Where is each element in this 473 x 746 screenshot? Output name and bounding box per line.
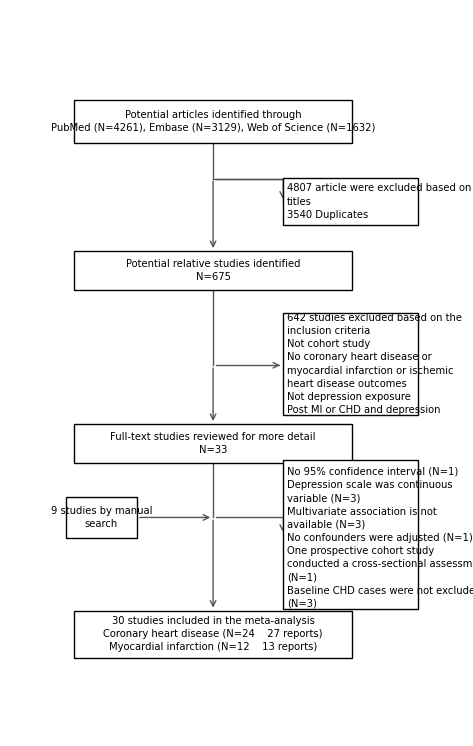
Text: 9 studies by manual
search: 9 studies by manual search bbox=[51, 506, 152, 529]
Text: Full-text studies reviewed for more detail
N=33: Full-text studies reviewed for more deta… bbox=[110, 432, 316, 455]
FancyBboxPatch shape bbox=[283, 178, 419, 225]
Text: 4807 article were excluded based on
titles
3540 Duplicates: 4807 article were excluded based on titl… bbox=[287, 184, 472, 220]
FancyBboxPatch shape bbox=[74, 99, 352, 142]
FancyBboxPatch shape bbox=[74, 610, 352, 658]
FancyBboxPatch shape bbox=[74, 424, 352, 463]
Text: 642 studies excluded based on the
inclusion criteria
Not cohort study
No coronar: 642 studies excluded based on the inclus… bbox=[287, 313, 462, 416]
Text: Potential relative studies identified
N=675: Potential relative studies identified N=… bbox=[126, 259, 300, 282]
Text: 30 studies included in the meta-analysis
Coronary heart disease (N=24    27 repo: 30 studies included in the meta-analysis… bbox=[103, 616, 323, 652]
Text: No 95% confidence interval (N=1)
Depression scale was continuous
variable (N=3)
: No 95% confidence interval (N=1) Depress… bbox=[287, 467, 473, 609]
FancyBboxPatch shape bbox=[283, 313, 419, 416]
FancyBboxPatch shape bbox=[74, 251, 352, 290]
FancyBboxPatch shape bbox=[283, 460, 419, 609]
Text: Potential articles identified through
PubMed (N=4261), Embase (N=3129), Web of S: Potential articles identified through Pu… bbox=[51, 110, 375, 133]
FancyBboxPatch shape bbox=[66, 498, 137, 538]
